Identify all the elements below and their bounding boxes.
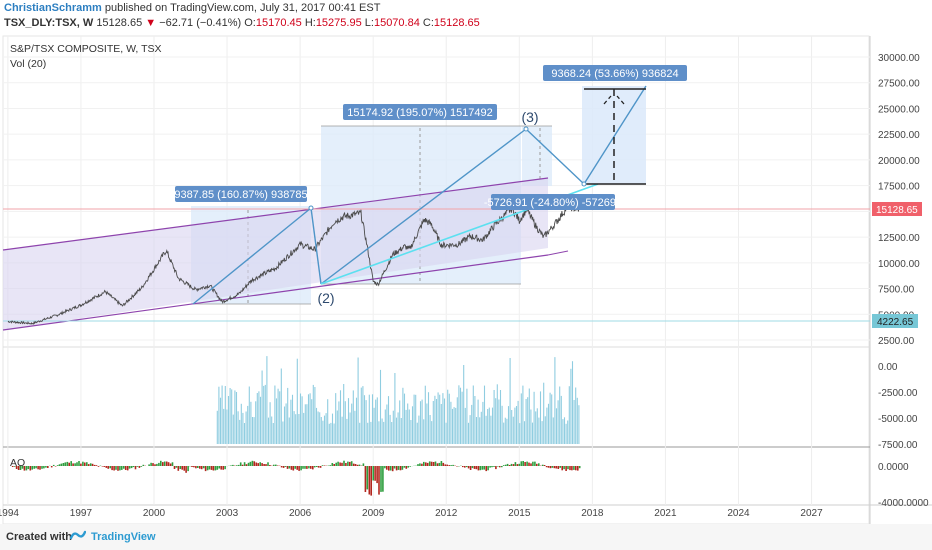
time-tick-2000: 2000 (143, 508, 166, 519)
price-tick: 10000.00 (878, 259, 920, 270)
measure-label-4[interactable]: 9368.24 (53.66%) 936824 (543, 65, 687, 81)
price-tick: 2500.00 (878, 336, 915, 347)
price-tick: 12500.00 (878, 233, 920, 244)
time-tick-2006: 2006 (289, 508, 312, 519)
high-label: H: (304, 17, 316, 29)
publish-text: published on TradingView.com, July 31, 2… (101, 2, 381, 14)
symbol-name[interactable]: TSX_DLY:TSX, W (4, 17, 94, 29)
footer-bar: Created with TradingView (0, 524, 932, 550)
tradingview-brand[interactable]: TradingView (91, 531, 156, 543)
wave-label-3: (3) (521, 109, 538, 125)
ao-tick: 0.0000 (878, 462, 909, 473)
created-with-text: Created with (6, 531, 73, 543)
time-tick-2015: 2015 (508, 508, 531, 519)
measure-label-1-text: 9387.85 (160.87%) 938785 (174, 189, 307, 201)
time-tick-2003: 2003 (216, 508, 239, 519)
volume-tick: -2500.00 (878, 388, 918, 399)
time-tick-2024: 2024 (727, 508, 750, 519)
symbol-line: TSX_DLY:TSX, W 15128.65 ▼ −62.71 (−0.41%… (4, 17, 480, 29)
chart-title: S&P/TSX COMPOSITE, W, TSX (10, 43, 162, 55)
time-tick-2021: 2021 (654, 508, 677, 519)
hline-text: 4222.65 (877, 317, 914, 328)
ao-axis[interactable]: 0.0000 -4000.0000 (878, 462, 929, 509)
publish-bar: ChristianSchramm published on TradingVie… (0, 0, 932, 16)
change-value: −62.71 (−0.41%) (159, 17, 242, 29)
tradingview-logo-icon[interactable] (70, 529, 86, 541)
price-tick: 25000.00 (878, 104, 920, 115)
volume-bars (216, 356, 580, 444)
close-label: C: (422, 17, 434, 29)
price-tick: 7500.00 (878, 285, 915, 296)
open-label: O: (244, 17, 256, 29)
volume-axis[interactable]: 0.00 -2500.00 -5000.00 -7500.00 (878, 362, 918, 451)
time-tick-2012: 2012 (435, 508, 458, 519)
measure-label-2[interactable]: 15174.92 (195.07%) 1517492 (343, 104, 497, 120)
measure-label-3[interactable]: -5726.91 (-24.80%) -572691 (484, 194, 622, 210)
last-price-badge: 15128.65 (872, 202, 922, 216)
close-value: 15128.65 (433, 17, 480, 29)
price-series (7, 202, 581, 325)
price-line (7, 202, 581, 325)
measure-label-1[interactable]: 9387.85 (160.87%) 938785 (174, 186, 308, 202)
price-tick: 27500.00 (878, 79, 920, 90)
high-value: 15275.95 (315, 17, 362, 29)
price-tick: 22500.00 (878, 130, 920, 141)
time-tick-1994: 1994 (0, 508, 19, 519)
price-tick: 30000.00 (878, 53, 920, 64)
low-value: 15070.84 (373, 17, 420, 29)
last-price-text: 15128.65 (876, 205, 918, 216)
time-tick-2009: 2009 (362, 508, 385, 519)
measure-label-3-text: -5726.91 (-24.80%) -572691 (484, 197, 622, 209)
time-tick-2018: 2018 (581, 508, 604, 519)
measure-label-2-text: 15174.92 (195.07%) 1517492 (347, 107, 493, 119)
price-tick: 20000.00 (878, 156, 920, 167)
change-arrow-icon: ▼ (145, 17, 157, 29)
volume-tick: 0.00 (878, 362, 898, 373)
ao-histogram (11, 460, 581, 496)
measure-box-3 (522, 126, 552, 186)
volume-tick: -5000.00 (878, 414, 918, 425)
price-tick: 17500.00 (878, 182, 920, 193)
open-value: 15170.45 (255, 17, 302, 29)
time-tick-1997: 1997 (70, 508, 93, 519)
wave-label-2: (2) (317, 290, 334, 306)
ao-tick: -4000.0000 (878, 498, 929, 509)
last-value: 15128.65 (96, 17, 143, 29)
volume-tick: -7500.00 (878, 440, 918, 451)
low-label: L: (364, 17, 374, 29)
volume-legend: Vol (20) (10, 58, 46, 70)
measure-label-4-text: 9368.24 (53.66%) 936824 (551, 68, 678, 80)
ao-legend: AO (10, 457, 25, 469)
time-tick-2027: 2027 (800, 508, 823, 519)
price-chart[interactable]: (2) (3) 9387.85 (160.87%) 938785 15174.9… (0, 0, 932, 524)
hline-badge: 4222.65 (872, 314, 918, 328)
author-link[interactable]: ChristianSchramm (4, 2, 102, 14)
time-axis[interactable]: 1994 1997 2000 2003 2006 2009 2012 2015 2018 2021… (0, 508, 823, 519)
